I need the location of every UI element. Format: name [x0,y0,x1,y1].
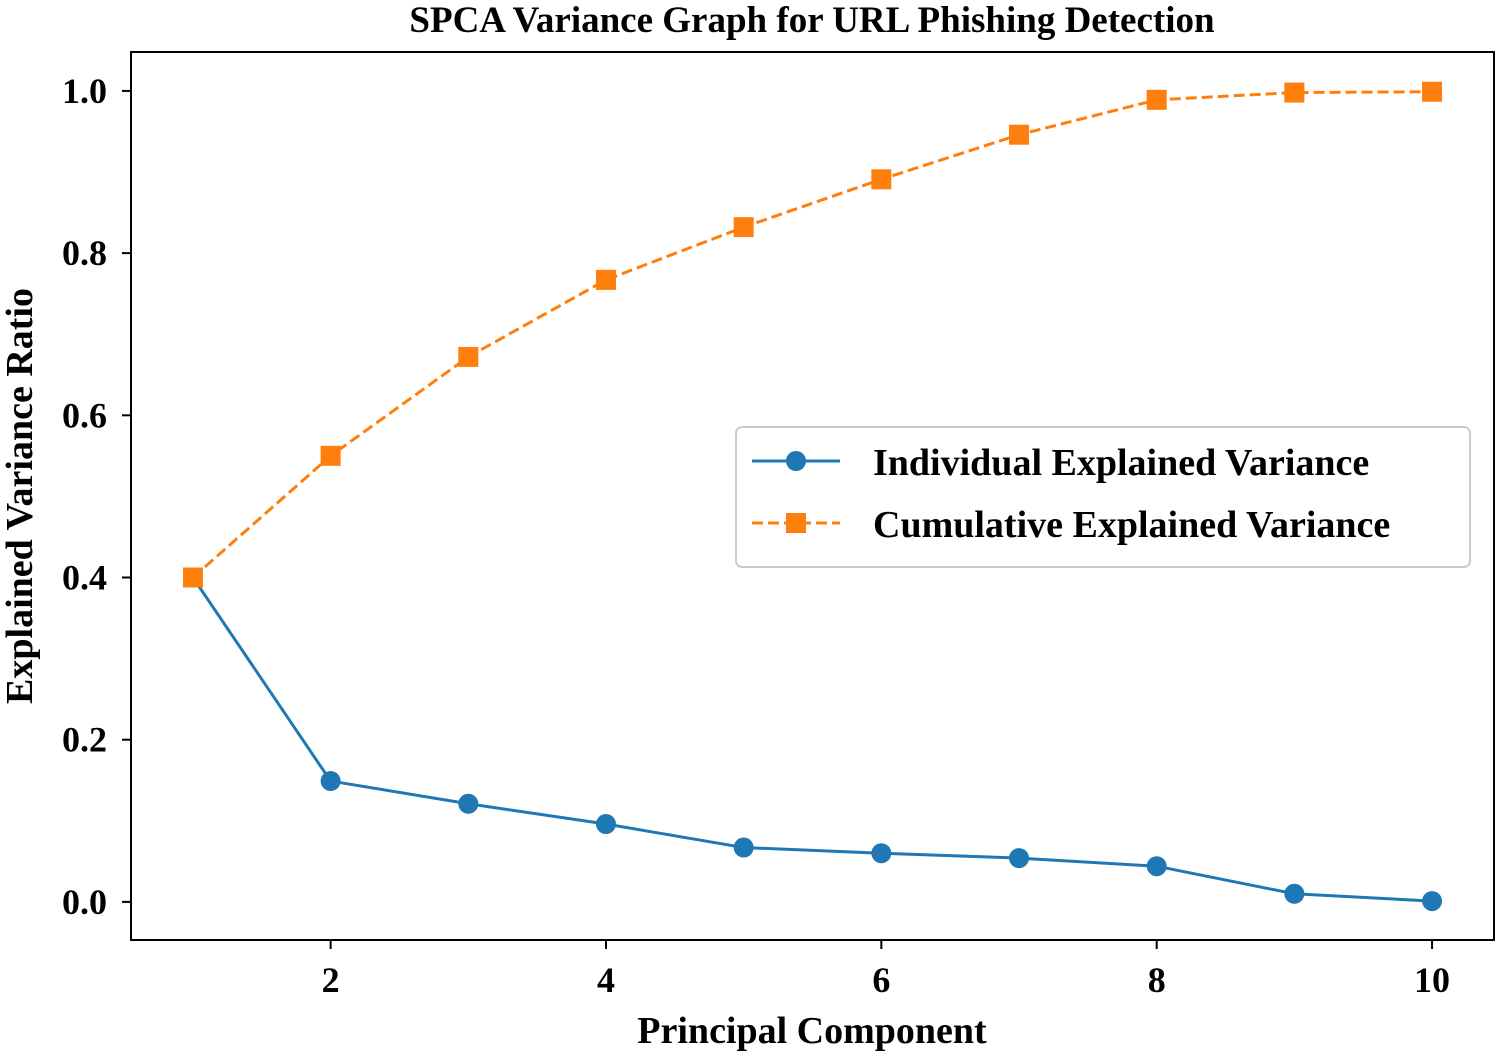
x-tick-label: 6 [872,960,890,1000]
data-point [182,567,203,588]
data-point [871,169,892,190]
chart-title: SPCA Variance Graph for URL Phishing Det… [409,0,1215,41]
legend-marker-cumulative [786,513,806,533]
series-line-2 [191,90,1433,579]
data-point [1422,81,1443,102]
data-point [1284,883,1305,904]
legend-box [735,426,1471,568]
data-point [1422,891,1443,912]
data-point [1009,848,1030,869]
plot-frame [130,51,1495,941]
data-point [733,217,754,238]
series-line-1 [191,576,1433,903]
data-point [458,793,479,814]
data-point [595,814,616,835]
data-point [320,445,341,466]
y-tick-label: 0.8 [62,233,107,273]
data-point [595,269,616,290]
data-point [1284,82,1305,103]
x-axis-label: Principal Component [637,1010,987,1052]
x-tick-label: 10 [1414,960,1450,1000]
data-point [320,771,341,792]
x-tick-label: 2 [322,960,340,1000]
x-tick-label: 4 [597,960,615,1000]
y-tick-label: 1.0 [62,71,107,111]
data-point [1146,89,1167,110]
data-point [458,346,479,367]
y-axis-label: Explained Variance Ratio [0,288,41,704]
x-tick-label: 8 [1148,960,1166,1000]
data-point [1146,856,1167,877]
data-point [733,837,754,858]
data-point [1009,124,1030,145]
y-tick-label: 0.6 [62,395,107,435]
legend-label-individual: Individual Explained Variance [873,442,1369,484]
legend-marker-individual [786,451,806,471]
y-tick-label: 0.0 [62,882,107,922]
y-tick-label: 0.4 [62,558,107,598]
legend: Individual Explained Variance Cumulative… [735,426,1471,568]
legend-label-cumulative: Cumulative Explained Variance [873,504,1390,546]
data-point [871,843,892,864]
y-tick-label: 0.2 [62,720,107,760]
